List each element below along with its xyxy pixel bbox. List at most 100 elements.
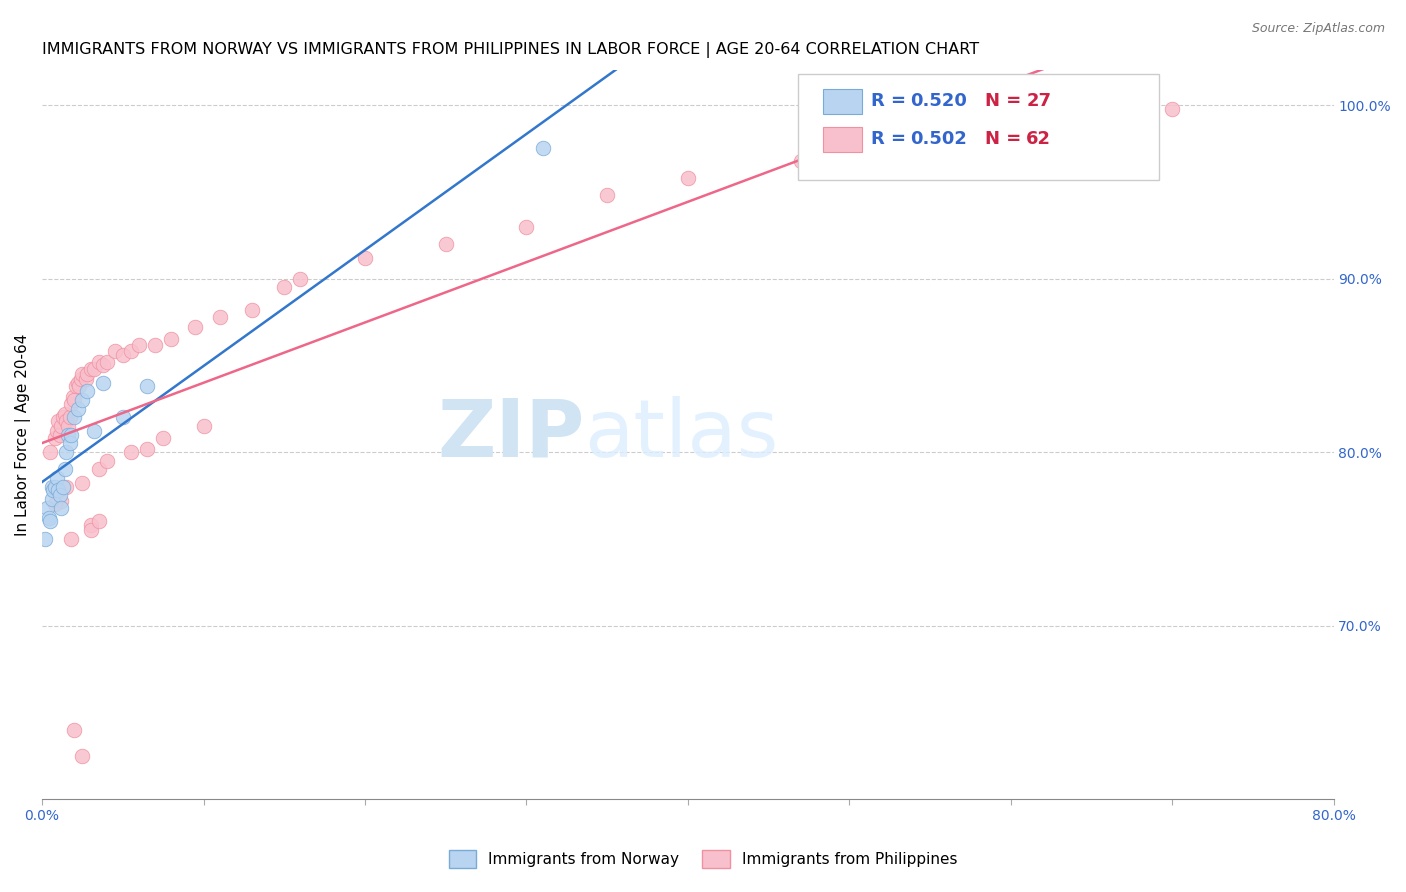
Point [44, 497, 66, 511]
FancyBboxPatch shape [797, 74, 1159, 179]
Point [76, 384, 98, 399]
Point [44, 431, 66, 445]
Point [83, 424, 105, 438]
Point [35, 500, 58, 515]
Point [63, 723, 86, 737]
Point [58, 410, 80, 425]
Point [96, 355, 118, 369]
Point [55, 414, 77, 428]
Point [53, 407, 76, 421]
Point [1000, 112, 1022, 126]
Text: Source: ZipAtlas.com: Source: ZipAtlas.com [1251, 22, 1385, 36]
Point [75, 372, 97, 386]
Point [39, 445, 62, 459]
Point [1161, 102, 1184, 116]
Text: 0.502: 0.502 [910, 130, 967, 148]
Point [41, 491, 63, 506]
Y-axis label: In Labor Force | Age 20-64: In Labor Force | Age 20-64 [15, 334, 31, 536]
Point [596, 188, 619, 202]
Point [240, 302, 263, 317]
Point [60, 427, 83, 442]
Point [56, 427, 79, 442]
Point [34, 532, 56, 546]
Point [67, 379, 90, 393]
Point [111, 348, 134, 362]
Point [72, 476, 94, 491]
Point [79, 523, 101, 537]
Point [49, 427, 72, 442]
Point [79, 361, 101, 376]
Point [93, 376, 115, 390]
Point [136, 379, 159, 393]
Point [42, 483, 65, 498]
Point [208, 310, 231, 324]
Point [38, 511, 60, 525]
Point [41, 480, 63, 494]
Text: IMMIGRANTS FROM NORWAY VS IMMIGRANTS FROM PHILIPPINES IN LABOR FORCE | AGE 20-64: IMMIGRANTS FROM NORWAY VS IMMIGRANTS FRO… [42, 42, 979, 58]
Point [120, 445, 142, 459]
Point [93, 359, 115, 373]
Point [45, 424, 67, 438]
Point [53, 462, 76, 476]
Point [51, 493, 73, 508]
Point [66, 376, 89, 390]
Point [184, 320, 207, 334]
Point [104, 344, 127, 359]
Point [120, 344, 142, 359]
Point [87, 515, 110, 529]
Point [49, 488, 72, 502]
Bar [824, 127, 862, 152]
Point [160, 332, 183, 346]
Point [58, 436, 80, 450]
Point [87, 462, 110, 476]
Point [676, 171, 699, 186]
Point [136, 442, 159, 456]
Point [354, 251, 377, 265]
Point [96, 454, 118, 468]
Point [290, 271, 312, 285]
Point [72, 392, 94, 407]
Point [128, 337, 150, 351]
Text: 62: 62 [1026, 130, 1052, 148]
Text: R =: R = [872, 92, 912, 110]
Point [72, 367, 94, 381]
Point [44, 480, 66, 494]
Point [918, 124, 941, 138]
Point [51, 500, 73, 515]
Point [193, 419, 215, 434]
Point [72, 748, 94, 763]
Point [515, 219, 537, 234]
Text: atlas: atlas [585, 396, 779, 474]
Point [39, 515, 62, 529]
Text: N =: N = [984, 92, 1028, 110]
Point [111, 410, 134, 425]
Point [70, 372, 93, 386]
Bar [824, 88, 862, 114]
Point [62, 390, 84, 404]
Legend: Immigrants from Norway, Immigrants from Philippines: Immigrants from Norway, Immigrants from … [443, 844, 963, 873]
Point [63, 410, 86, 425]
Point [434, 236, 457, 251]
Point [46, 414, 69, 428]
Point [56, 419, 79, 434]
Point [152, 431, 174, 445]
Point [55, 480, 77, 494]
Point [143, 337, 166, 351]
Point [531, 141, 554, 155]
Point [45, 471, 67, 485]
Point [52, 410, 75, 425]
Point [790, 153, 813, 168]
Point [55, 445, 77, 459]
Text: 27: 27 [1026, 92, 1052, 110]
Point [60, 396, 83, 410]
Point [66, 401, 89, 416]
Point [83, 361, 105, 376]
Text: R =: R = [872, 130, 912, 148]
Point [273, 280, 295, 294]
Point [52, 480, 75, 494]
Point [60, 532, 83, 546]
Point [65, 379, 87, 393]
Point [51, 419, 73, 434]
Point [76, 367, 98, 381]
Text: 0.520: 0.520 [910, 92, 967, 110]
